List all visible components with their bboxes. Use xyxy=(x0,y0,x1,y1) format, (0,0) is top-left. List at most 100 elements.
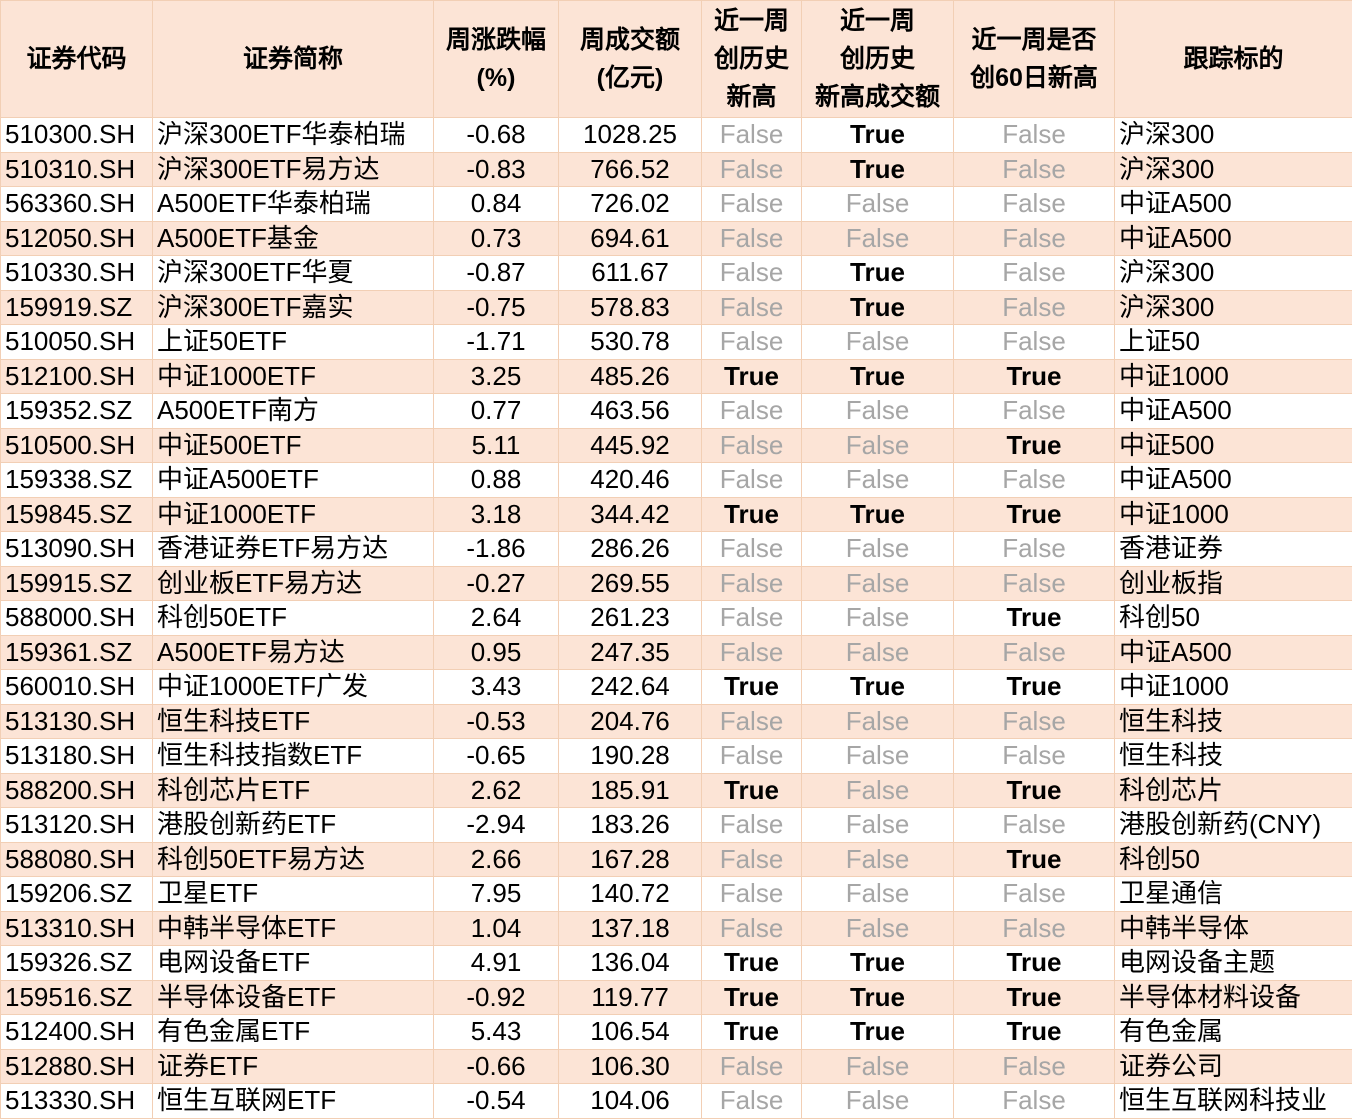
cell-tracking-index: 香港证券 xyxy=(1115,532,1352,567)
column-header-history-high[interactable]: 近一周创历史新高 xyxy=(702,1,802,118)
cell-60day-high: True xyxy=(954,773,1115,808)
cell-60day-high: True xyxy=(954,497,1115,532)
cell-history-high: False xyxy=(702,463,802,498)
cell-history-high-turnover: True xyxy=(802,980,954,1015)
cell-weekly-change: -0.87 xyxy=(434,256,559,291)
cell-code: 510500.SH xyxy=(1,428,153,463)
cell-history-high-turnover: True xyxy=(802,946,954,981)
cell-tracking-index: 中证A500 xyxy=(1115,221,1352,256)
cell-weekly-change: 0.88 xyxy=(434,463,559,498)
cell-history-high-turnover: True xyxy=(802,290,954,325)
cell-weekly-change: 5.11 xyxy=(434,428,559,463)
cell-weekly-change: -0.66 xyxy=(434,1049,559,1084)
cell-name: 中证1000ETF广发 xyxy=(153,670,434,705)
cell-code: 513120.SH xyxy=(1,808,153,843)
cell-60day-high: False xyxy=(954,118,1115,153)
cell-history-high-turnover: True xyxy=(802,670,954,705)
cell-tracking-index: 恒生互联网科技业 xyxy=(1115,1084,1352,1119)
cell-60day-high: False xyxy=(954,1084,1115,1119)
cell-history-high: False xyxy=(702,808,802,843)
cell-tracking-index: 有色金属 xyxy=(1115,1015,1352,1050)
cell-tracking-index: 沪深300 xyxy=(1115,118,1352,153)
cell-history-high: False xyxy=(702,635,802,670)
cell-weekly-change: -0.83 xyxy=(434,152,559,187)
column-header-code[interactable]: 证券代码 xyxy=(1,1,153,118)
cell-code: 512880.SH xyxy=(1,1049,153,1084)
cell-code: 159915.SZ xyxy=(1,566,153,601)
cell-code: 588000.SH xyxy=(1,601,153,636)
cell-name: 科创芯片ETF xyxy=(153,773,434,808)
cell-code: 560010.SH xyxy=(1,670,153,705)
cell-weekly-change: 3.18 xyxy=(434,497,559,532)
cell-history-high: False xyxy=(702,877,802,912)
cell-history-high: False xyxy=(702,394,802,429)
cell-name: 港股创新药ETF xyxy=(153,808,434,843)
column-header-weekly-turnover[interactable]: 周成交额(亿元) xyxy=(559,1,702,118)
cell-history-high-turnover: False xyxy=(802,739,954,774)
cell-name: 中证500ETF xyxy=(153,428,434,463)
cell-code: 512050.SH xyxy=(1,221,153,256)
cell-weekly-change: 0.95 xyxy=(434,635,559,670)
cell-weekly-turnover: 185.91 xyxy=(559,773,702,808)
column-header-weekly-change[interactable]: 周涨跌幅(%) xyxy=(434,1,559,118)
cell-weekly-turnover: 766.52 xyxy=(559,152,702,187)
cell-60day-high: False xyxy=(954,877,1115,912)
cell-tracking-index: 中证A500 xyxy=(1115,463,1352,498)
cell-60day-high: False xyxy=(954,221,1115,256)
cell-code: 512400.SH xyxy=(1,1015,153,1050)
cell-history-high-turnover: False xyxy=(802,566,954,601)
cell-tracking-index: 恒生科技 xyxy=(1115,739,1352,774)
column-header-name[interactable]: 证券简称 xyxy=(153,1,434,118)
cell-name: 半导体设备ETF xyxy=(153,980,434,1015)
cell-history-high: False xyxy=(702,601,802,636)
cell-weekly-turnover: 726.02 xyxy=(559,187,702,222)
cell-60day-high: True xyxy=(954,946,1115,981)
cell-history-high: True xyxy=(702,946,802,981)
cell-history-high: False xyxy=(702,152,802,187)
cell-history-high-turnover: False xyxy=(802,877,954,912)
cell-60day-high: True xyxy=(954,601,1115,636)
cell-weekly-turnover: 445.92 xyxy=(559,428,702,463)
cell-history-high: True xyxy=(702,980,802,1015)
cell-history-high: False xyxy=(702,566,802,601)
cell-tracking-index: 沪深300 xyxy=(1115,290,1352,325)
cell-code: 513090.SH xyxy=(1,532,153,567)
column-header-tracking-index[interactable]: 跟踪标的 xyxy=(1115,1,1352,118)
cell-tracking-index: 上证50 xyxy=(1115,325,1352,360)
cell-history-high-turnover: False xyxy=(802,325,954,360)
cell-history-high: True xyxy=(702,773,802,808)
column-header-60day-high[interactable]: 近一周是否创60日新高 xyxy=(954,1,1115,118)
column-header-history-high-turnover[interactable]: 近一周创历史新高成交额 xyxy=(802,1,954,118)
